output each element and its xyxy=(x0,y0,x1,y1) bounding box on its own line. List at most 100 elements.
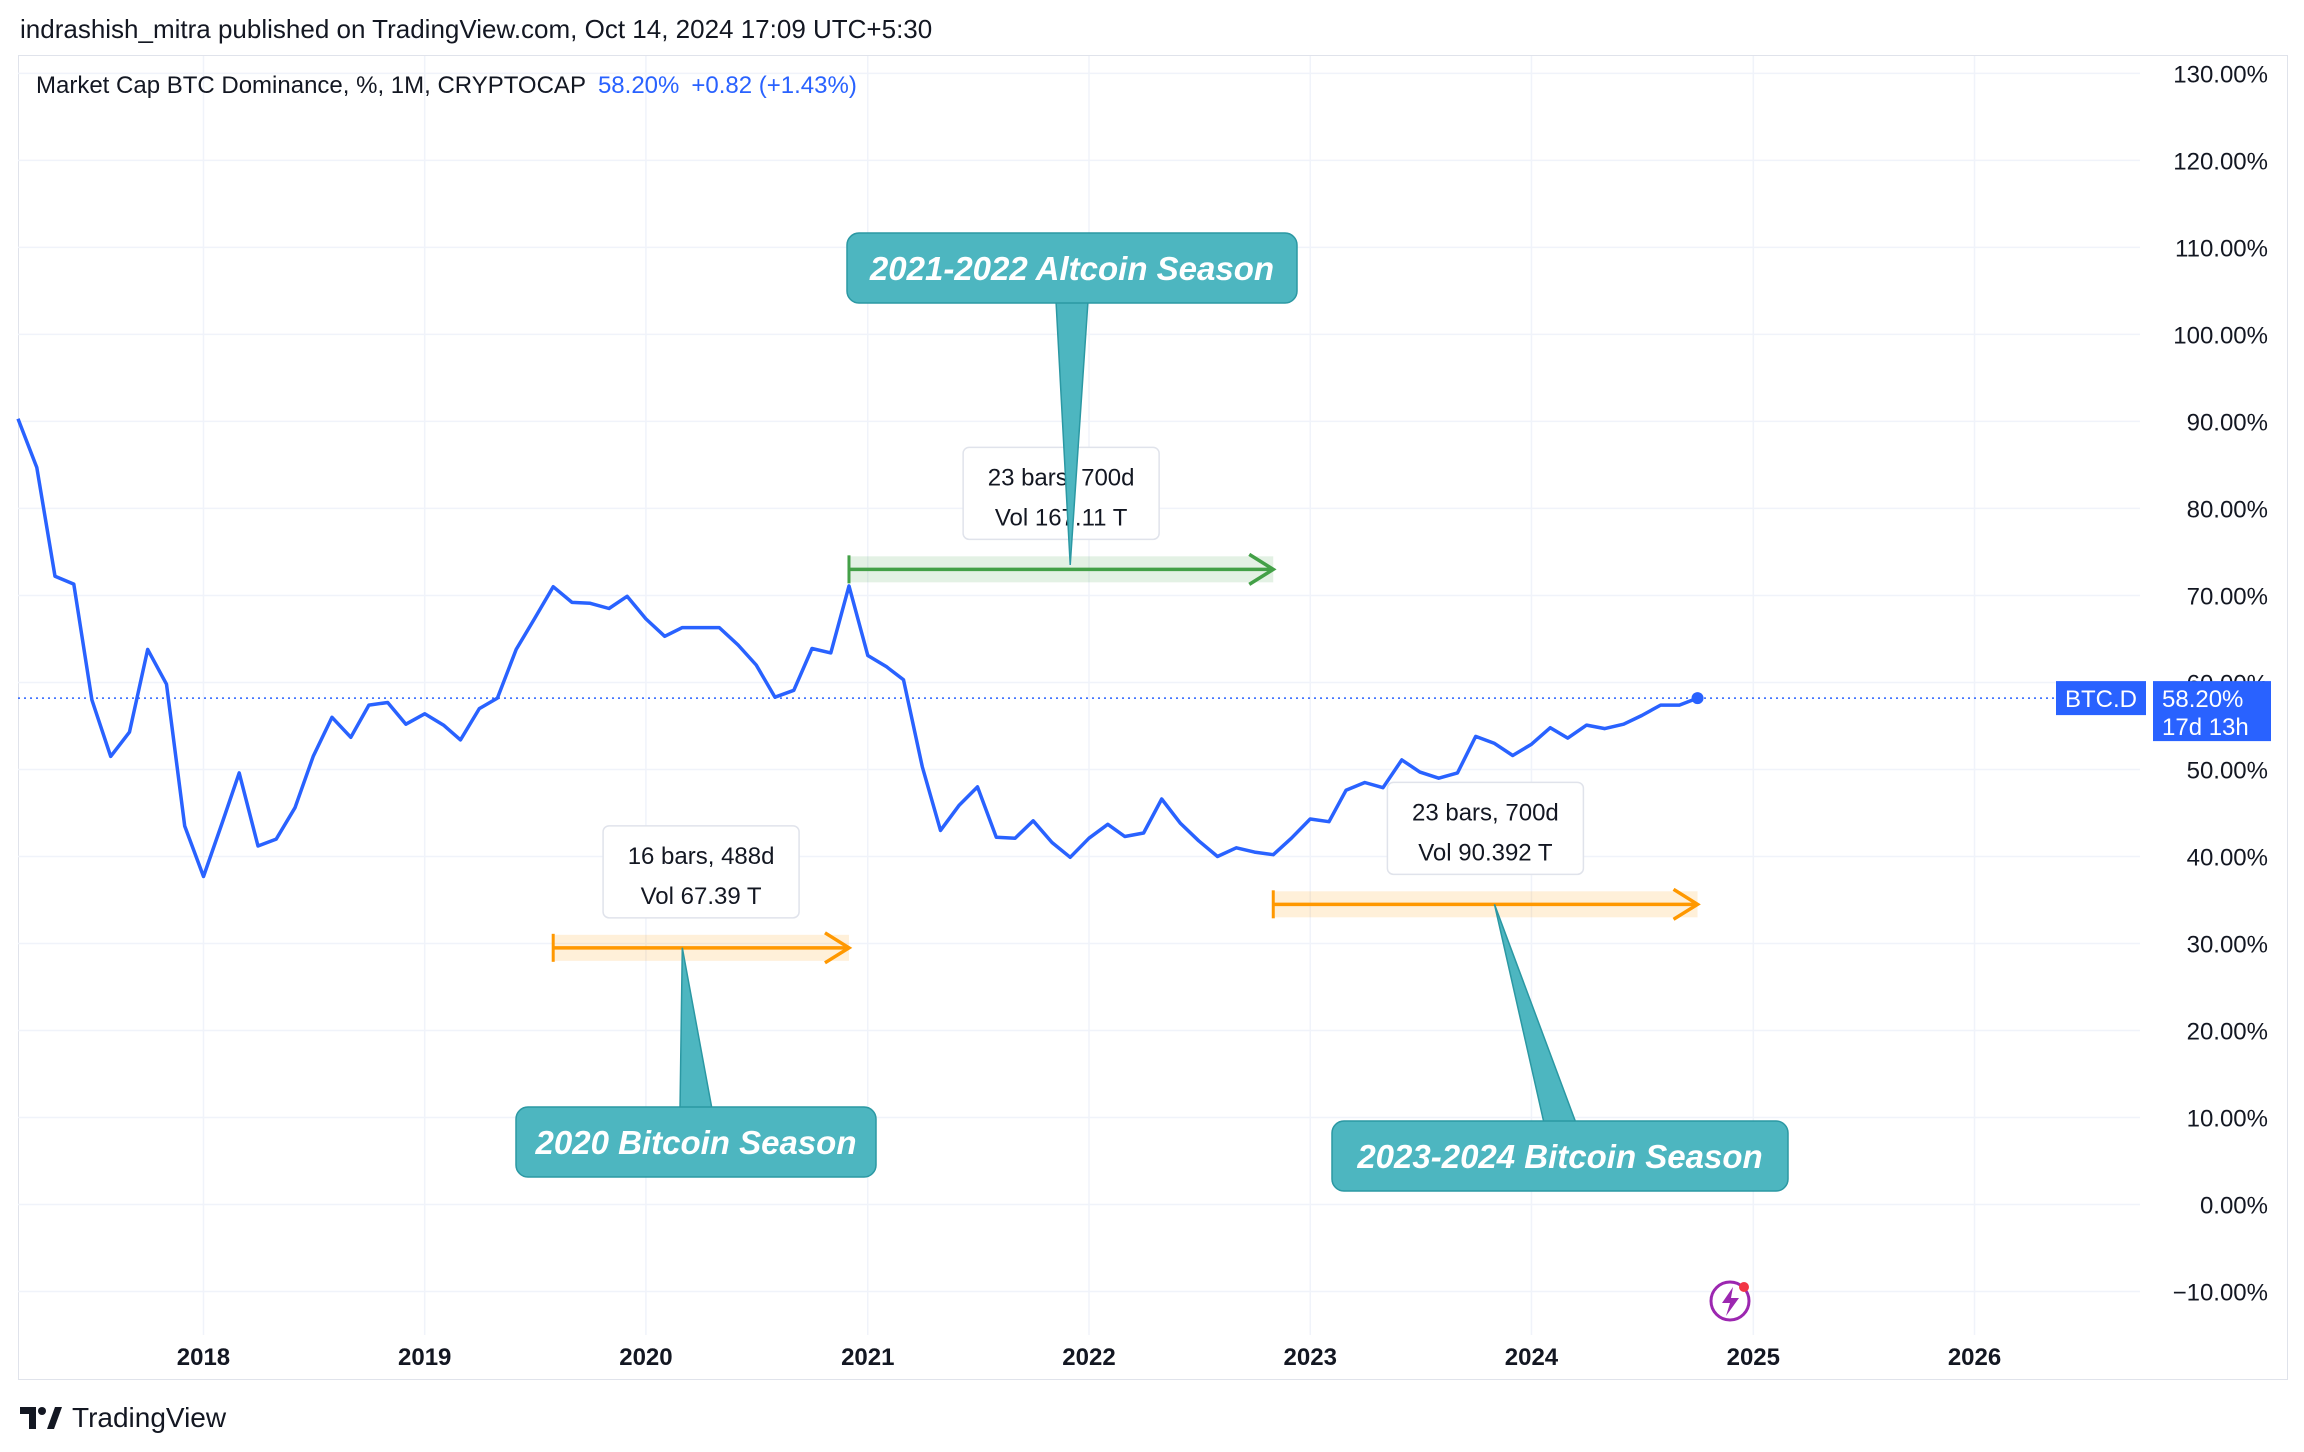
data-point xyxy=(607,606,611,610)
range-info-box xyxy=(962,446,1160,541)
callout-pointer xyxy=(1493,904,1578,1124)
data-point xyxy=(367,703,371,707)
data-point xyxy=(957,803,961,807)
callout-box xyxy=(515,1106,877,1178)
y-tick-label: 130.00% xyxy=(2173,61,2268,88)
x-tick-label: 2023 xyxy=(1284,1344,1337,1371)
data-point xyxy=(1215,854,1219,858)
data-point xyxy=(717,626,721,630)
data-point xyxy=(1271,853,1275,857)
y-tick-label: 80.00% xyxy=(2187,496,2268,523)
data-point xyxy=(1622,722,1626,726)
x-tick-label: 2019 xyxy=(398,1344,451,1371)
data-point xyxy=(293,806,297,810)
x-tick-label: 2026 xyxy=(1948,1344,2001,1371)
range-info-box xyxy=(1386,781,1585,876)
data-point xyxy=(1327,820,1331,824)
x-tick-label: 2018 xyxy=(177,1344,230,1371)
footer[interactable]: TradingView xyxy=(20,1402,226,1434)
callout-label: 2021-2022 Altcoin Season xyxy=(869,250,1274,287)
data-point xyxy=(1308,817,1312,821)
range-arrowhead xyxy=(1672,887,1701,921)
data-point xyxy=(1106,822,1110,826)
data-point xyxy=(644,617,648,621)
x-tick-label: 2020 xyxy=(619,1344,672,1371)
data-point xyxy=(404,722,408,726)
btc-dominance-line xyxy=(16,418,1699,879)
data-point xyxy=(35,466,39,470)
data-point xyxy=(164,682,168,686)
data-point xyxy=(1456,771,1460,775)
data-point xyxy=(311,754,315,758)
data-point xyxy=(1585,723,1589,727)
range-vol-label: Vol 167.11 T xyxy=(995,504,1128,531)
y-tick-label: 10.00% xyxy=(2187,1105,2268,1132)
data-point xyxy=(1677,703,1681,707)
data-point xyxy=(72,582,76,586)
data-point xyxy=(792,688,796,692)
data-point xyxy=(1381,786,1385,790)
legend-value: 58.20% xyxy=(597,72,680,99)
callout-label: 2020 Bitcoin Season xyxy=(535,1124,857,1161)
data-point xyxy=(1179,821,1183,825)
data-point xyxy=(773,695,777,699)
data-point xyxy=(1087,836,1091,840)
ticker-tag-label: BTC.D xyxy=(2065,686,2137,713)
data-point xyxy=(386,700,390,704)
data-point xyxy=(588,601,592,605)
tradingview-logo-icon[interactable] xyxy=(20,1405,62,1431)
y-tick-label: 20.00% xyxy=(2187,1018,2268,1045)
y-tick-label: 100.00% xyxy=(2173,322,2268,349)
data-point xyxy=(1511,754,1515,758)
data-point xyxy=(551,585,555,589)
ticker-tag xyxy=(2056,681,2146,716)
range-vol-label: Vol 67.39 T xyxy=(641,883,762,910)
data-point xyxy=(349,735,353,739)
lightning-icon[interactable] xyxy=(1709,1280,1751,1322)
data-point xyxy=(1252,850,1256,854)
chart-legend[interactable]: Market Cap BTC Dominance, %, 1M, CRYPTOC… xyxy=(36,72,857,100)
data-point xyxy=(1474,734,1478,738)
data-point xyxy=(514,647,518,651)
data-point xyxy=(1566,736,1570,740)
data-point xyxy=(532,617,536,621)
data-point xyxy=(495,696,499,700)
range-info-box xyxy=(602,825,800,919)
data-point xyxy=(183,824,187,828)
data-point xyxy=(570,600,574,604)
data-point xyxy=(330,715,334,719)
data-point xyxy=(16,417,20,421)
legend-symbol: Market Cap BTC Dominance, %, 1M, CRYPTOC… xyxy=(36,72,586,99)
data-point xyxy=(201,874,205,878)
data-point xyxy=(220,821,224,825)
x-tick-label: 2022 xyxy=(1062,1344,1115,1371)
data-point xyxy=(920,765,924,769)
data-point xyxy=(1013,836,1017,840)
x-tick-label: 2025 xyxy=(1727,1344,1780,1371)
data-point xyxy=(1529,742,1533,746)
data-point xyxy=(663,634,667,638)
data-point xyxy=(975,785,979,789)
data-point xyxy=(1400,758,1404,762)
data-point xyxy=(1418,770,1422,774)
publish-header: indrashish_mitra published on TradingVie… xyxy=(20,14,933,44)
data-point xyxy=(441,723,445,727)
data-point xyxy=(829,651,833,655)
range-bars-label: 16 bars, 488d xyxy=(628,843,775,870)
data-point xyxy=(128,730,132,734)
footer-brand: TradingView xyxy=(72,1402,227,1433)
data-point xyxy=(754,663,758,667)
range-bars-label: 23 bars, 700d xyxy=(988,464,1135,491)
y-tick-label: 90.00% xyxy=(2187,409,2268,436)
data-point xyxy=(53,574,57,578)
x-tick-label: 2024 xyxy=(1505,1344,1559,1371)
price-tag-value: 58.20% xyxy=(2162,686,2243,713)
data-point xyxy=(1197,839,1201,843)
data-point xyxy=(680,626,684,630)
chart-frame xyxy=(18,55,2288,1380)
data-point xyxy=(810,647,814,651)
y-tick-label: 30.00% xyxy=(2187,931,2268,958)
data-point xyxy=(847,584,851,588)
data-point xyxy=(699,626,703,630)
